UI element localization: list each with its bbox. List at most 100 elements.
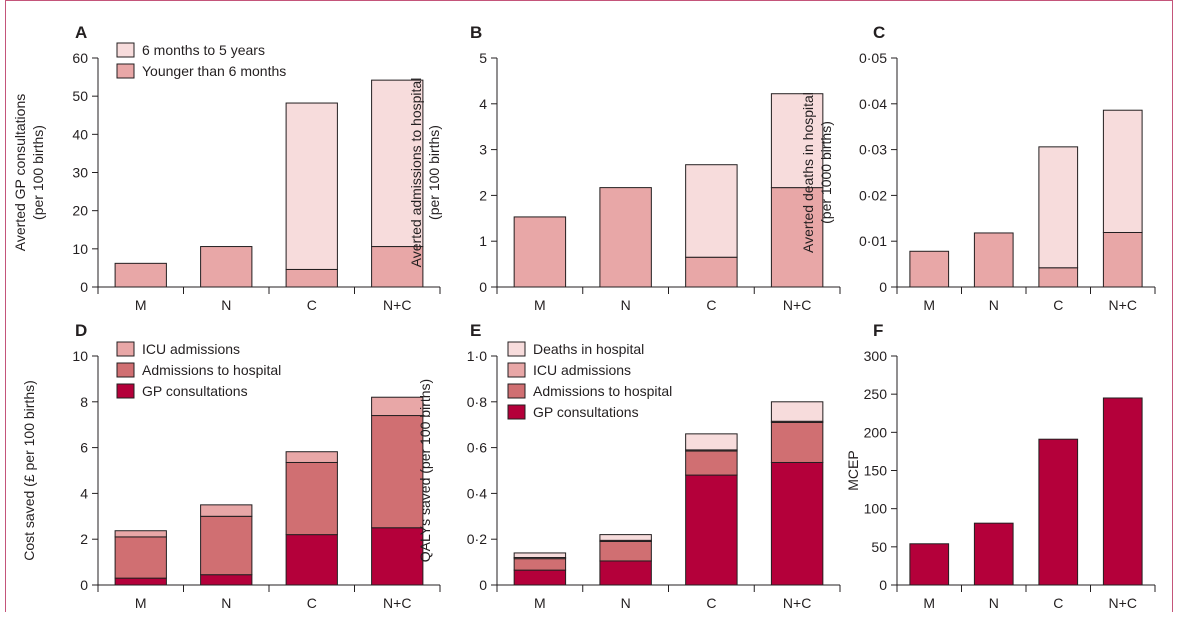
panel-a-bar-n-series-0 xyxy=(200,246,253,288)
panel-e-y-tick-label: 0·8 xyxy=(467,394,487,410)
panel-f-y-label: MCEP xyxy=(845,450,861,490)
panel-a-x-tick-label: N+C xyxy=(383,297,411,313)
panel-f-y-tick-label: 200 xyxy=(864,424,888,440)
panel-f-letter: F xyxy=(873,321,883,340)
panel-e-bar-n-series-3 xyxy=(599,534,652,541)
panel-d-bar-m-series-1 xyxy=(114,536,167,579)
panel-f-y-tick-label: 100 xyxy=(864,501,888,517)
panel-b-bar-n-series-0 xyxy=(599,187,652,288)
panel-c-bar-nplusc-series-1 xyxy=(1102,109,1143,233)
panel-c-x-tick-label: N xyxy=(989,297,999,313)
panel-d-bar-m-series-0 xyxy=(114,577,167,586)
panel-f-x-tick-label: N xyxy=(989,595,999,611)
panel-c-x-tick-label: C xyxy=(1053,297,1063,313)
panel-c: C 0 0·01 0·02 0·03 0·04 0·05 M N C N+C Averted deat… xyxy=(800,23,1156,313)
panel-d-y-tick-label: 2 xyxy=(80,531,88,547)
panel-e-x-tick-label: N+C xyxy=(783,595,811,611)
panel-c-y-tick-label: 0·01 xyxy=(859,233,887,249)
panel-e-y-tick-label: 0 xyxy=(479,577,487,593)
panel-f-x-tick-label: M xyxy=(923,595,935,611)
panel-b-y-label: (per 100 births) xyxy=(426,125,442,220)
panel-d-letter: D xyxy=(75,321,87,340)
panel-d-bar-nplusc-series-1 xyxy=(371,415,424,529)
panel-e-bar-nplusc-series-0 xyxy=(770,461,824,586)
panel-a-y-tick-label: 10 xyxy=(72,241,88,257)
panel-e-bar-nplusc-series-1 xyxy=(770,421,824,463)
panel-f: F 0 50 100 150 200 250 300 M N C N+C MCEP xyxy=(845,321,1156,611)
panel-a-x-tick-label: C xyxy=(307,297,317,313)
panel-d-legend-swatch xyxy=(116,341,135,357)
panel-b-y-tick-label: 2 xyxy=(479,187,487,203)
panel-f-y-tick-label: 50 xyxy=(871,539,887,555)
panel-f-bar-m-series-0 xyxy=(909,543,950,586)
panel-e-legend-swatch xyxy=(507,383,526,399)
panel-e-y-tick-label: 0·2 xyxy=(467,531,487,547)
panel-e-legend-label: Admissions to hospital xyxy=(533,383,672,399)
panel-b-bar-nplusc-series-1 xyxy=(770,93,824,189)
panel-b-x-tick-label: C xyxy=(706,297,716,313)
panel-a-y-label: Averted GP consultations xyxy=(12,94,28,251)
panel-a-y-label: (per 100 births) xyxy=(30,125,46,220)
panel-a-x-tick-label: N xyxy=(221,297,231,313)
panel-a-y-tick-label: 40 xyxy=(72,126,88,142)
panel-e-bar-c-series-1 xyxy=(685,450,738,476)
panel-d-y-tick-label: 0 xyxy=(80,577,88,593)
panel-b-bar-m-series-0 xyxy=(513,216,567,288)
panel-c-bar-nplusc-series-0 xyxy=(1102,231,1143,288)
panel-d-bar-n-series-1 xyxy=(200,515,253,576)
panel-a-y-tick-label: 20 xyxy=(72,203,88,219)
panel-d-y-label: Cost saved (£ per 100 births) xyxy=(21,380,37,561)
panel-b-y-label: Averted admissions to hospital xyxy=(408,78,424,268)
panel-b-y-tick-label: 4 xyxy=(479,96,487,112)
panel-c-y-tick-label: 0·02 xyxy=(859,187,887,203)
panel-d: D 0 2 4 6 8 10 M N C N+C Cost saved (£ per 100 birt… xyxy=(21,321,441,611)
panel-a-legend-swatch xyxy=(116,63,135,79)
panel-c-y-label: Averted deaths in hospital xyxy=(800,92,816,253)
panel-e-bar-n-series-0 xyxy=(599,560,652,586)
panel-a-bar-c-series-0 xyxy=(285,268,338,288)
panel-b: B 0 1 2 3 4 5 M N C N+C Averted admissions to hospi… xyxy=(408,23,841,313)
panel-a-y-tick-label: 0 xyxy=(80,279,88,295)
panel-d-bar-m-series-2 xyxy=(114,530,167,538)
panel-e-y-tick-label: 1·0 xyxy=(467,348,487,364)
panel-c-y-tick-label: 0·05 xyxy=(859,50,887,66)
panel-e-legend-swatch xyxy=(507,404,526,420)
panel-a-legend-label: Younger than 6 months xyxy=(142,63,286,79)
panel-a-legend-swatch xyxy=(116,42,135,58)
panel-c-bar-m-series-0 xyxy=(909,250,950,288)
panel-b-bar-c-series-0 xyxy=(685,256,738,288)
panel-f-bar-n-series-0 xyxy=(973,522,1014,586)
panel-e-y-label: QALYs saved (per 100 births) xyxy=(417,379,433,562)
panel-b-x-tick-label: N xyxy=(621,297,631,313)
panel-b-bar-nplusc-series-0 xyxy=(770,187,824,288)
panel-b-y-tick-label: 1 xyxy=(479,233,487,249)
panel-e-x-tick-label: N xyxy=(621,595,631,611)
panel-d-y-tick-label: 6 xyxy=(80,440,88,456)
panel-b-letter: B xyxy=(470,23,482,42)
panel-d-legend-label: GP consultations xyxy=(142,383,248,399)
panel-f-x-tick-label: C xyxy=(1053,595,1063,611)
panel-e-x-tick-label: M xyxy=(534,595,546,611)
panel-e-x-tick-label: C xyxy=(706,595,716,611)
panel-a-bar-nplusc-series-0 xyxy=(371,246,424,288)
panel-e-bar-m-series-0 xyxy=(513,569,567,586)
panel-e-bar-nplusc-series-3 xyxy=(770,401,824,422)
panel-b-x-tick-label: N+C xyxy=(783,297,811,313)
panel-b-y-tick-label: 0 xyxy=(479,279,487,295)
panel-d-bar-nplusc-series-0 xyxy=(371,527,424,586)
panel-c-y-tick-label: 0·04 xyxy=(859,96,887,112)
panel-a: A 0 10 20 30 40 50 60 M N C N+C Averted GP consultat… xyxy=(12,23,441,313)
panel-d-legend-swatch xyxy=(116,383,135,399)
panel-d-bar-c-series-1 xyxy=(285,461,338,536)
panel-e-legend-label: Deaths in hospital xyxy=(533,341,644,357)
panel-d-y-tick-label: 10 xyxy=(72,348,88,364)
panel-d-x-tick-label: M xyxy=(135,595,147,611)
panel-e-y-tick-label: 0·6 xyxy=(467,440,487,456)
panel-a-letter: A xyxy=(75,23,87,42)
panel-e-bar-n-series-1 xyxy=(599,540,652,562)
panel-e-bar-m-series-3 xyxy=(513,552,567,559)
panel-d-legend-swatch xyxy=(116,362,135,378)
panel-f-y-tick-label: 0 xyxy=(879,577,887,593)
panel-d-bar-n-series-0 xyxy=(200,574,253,586)
